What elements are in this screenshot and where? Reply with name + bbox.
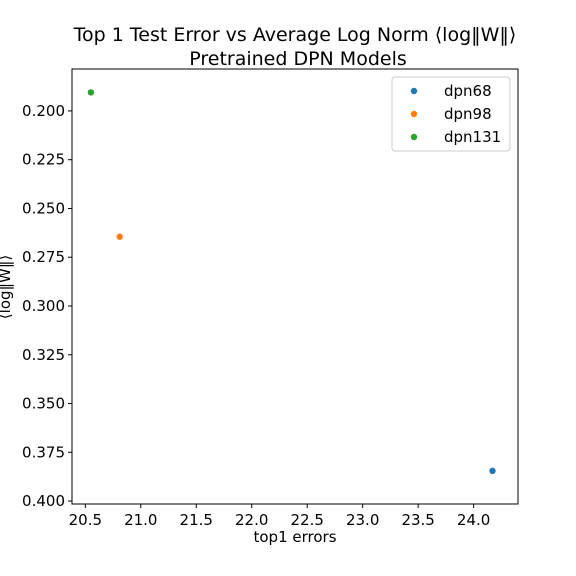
y-tick-label: 0.400 bbox=[22, 492, 65, 510]
data-point-dpn131 bbox=[87, 89, 95, 96]
legend-marker-dpn68 bbox=[410, 87, 418, 95]
legend-label-dpn98: dpn98 bbox=[444, 105, 492, 123]
x-tick-label: 22.0 bbox=[235, 511, 268, 529]
y-tick-label: 0.350 bbox=[22, 395, 65, 413]
x-tick-label: 21.0 bbox=[124, 511, 157, 529]
chart-subtitle: Pretrained DPN Models bbox=[189, 48, 407, 70]
legend-box bbox=[391, 76, 511, 152]
y-axis-label: ⟨log‖W‖⟩ bbox=[0, 255, 14, 319]
legend-label-dpn68: dpn68 bbox=[444, 82, 492, 100]
y-axis: 0.200 0.225 0.250 0.275 0.300 0.325 0.350 0.375… bbox=[22, 102, 72, 510]
x-tick-label: 23.5 bbox=[401, 511, 434, 529]
data-point-dpn68 bbox=[489, 467, 496, 475]
y-tick-label: 0.225 bbox=[22, 151, 65, 169]
legend: dpn68 dpn98 dpn131 bbox=[391, 76, 511, 152]
x-tick-label: 21.5 bbox=[180, 511, 213, 529]
y-tick-label: 0.375 bbox=[22, 443, 65, 461]
x-tick-label: 20.5 bbox=[69, 511, 102, 529]
y-tick-label: 0.200 bbox=[22, 102, 65, 120]
legend-marker-dpn98 bbox=[410, 110, 418, 118]
x-tick-label: 22.5 bbox=[291, 511, 324, 529]
chart-title: Top 1 Test Error vs Average Log Norm ⟨lo… bbox=[73, 24, 517, 46]
data-point-dpn98 bbox=[116, 233, 123, 240]
y-tick-label: 0.325 bbox=[22, 346, 65, 364]
data-points bbox=[87, 89, 496, 475]
x-axis: 20.5 21.0 21.5 22.0 22.5 23.0 23.5 24.0 bbox=[69, 504, 490, 529]
y-tick-label: 0.250 bbox=[22, 199, 65, 217]
x-axis-label: top1 errors bbox=[253, 528, 336, 546]
x-tick-label: 24.0 bbox=[457, 511, 490, 529]
legend-marker-dpn131 bbox=[410, 133, 418, 141]
y-tick-label: 0.275 bbox=[22, 248, 65, 266]
y-tick-label: 0.300 bbox=[22, 297, 65, 315]
x-tick-label: 23.0 bbox=[346, 511, 379, 529]
legend-label-dpn131: dpn131 bbox=[444, 128, 501, 146]
